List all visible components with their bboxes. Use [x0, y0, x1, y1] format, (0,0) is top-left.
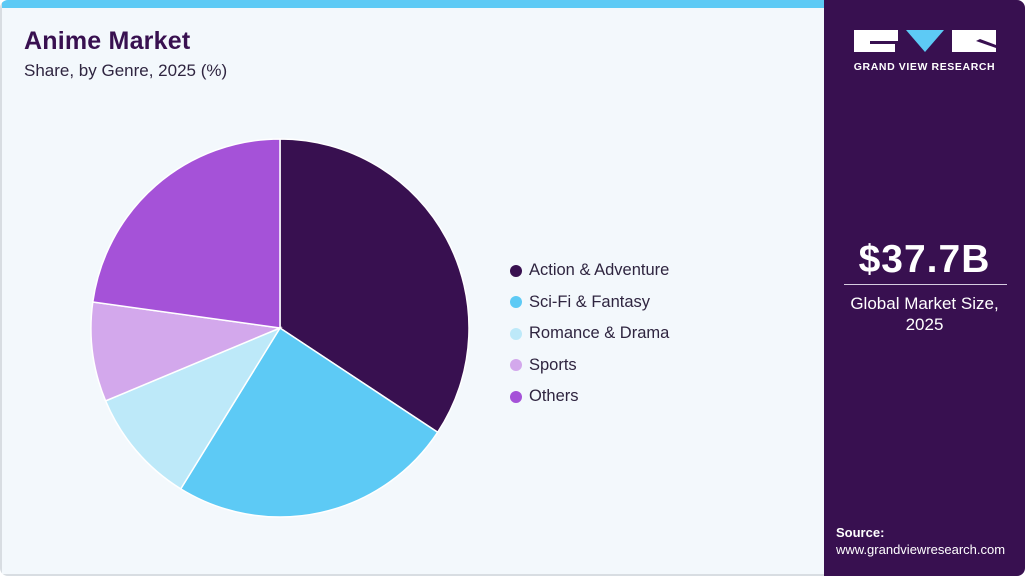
legend-item: Sci-Fi & Fantasy [510, 287, 669, 319]
legend-label: Others [529, 387, 579, 406]
market-size-value: $37.7B [858, 238, 991, 281]
divider [844, 284, 1007, 285]
chart-title: Anime Market [24, 27, 191, 55]
legend-item: Action & Adventure [510, 255, 669, 287]
source-link[interactable]: www.grandviewresearch.com [836, 542, 1006, 557]
market-size-label: Global Market Size, 2025 [824, 293, 1025, 335]
pie-slice-sports [90, 301, 283, 402]
pie-slice-others [91, 138, 281, 329]
market-size-label-line1: Global Market Size, [850, 294, 999, 313]
pie-slice-romance-drama [104, 326, 282, 490]
legend-dot-icon [510, 390, 522, 403]
pie-slice-sci-fi-fantasy [179, 326, 439, 518]
legend-label: Action & Adventure [529, 261, 670, 280]
chart-subtitle: Share, by Genre, 2025 (%) [24, 61, 228, 80]
pie-chart [90, 138, 470, 518]
legend-dot-icon [510, 296, 522, 309]
legend-label: Sports [529, 355, 577, 374]
source-title: Source: [836, 525, 885, 540]
legend-item: Others [510, 381, 669, 413]
legend-dot-icon [510, 264, 522, 277]
legend-dot-icon [510, 359, 522, 372]
legend-label: Sci-Fi & Fantasy [529, 292, 651, 311]
legend: Action & Adventure Sci-Fi & Fantasy Romanc… [510, 255, 669, 413]
market-size-label-line2: 2025 [905, 315, 944, 334]
legend-item: Sports [510, 350, 669, 382]
gvr-logo-icon [854, 30, 996, 52]
accent-bar [2, 0, 826, 8]
legend-dot-icon [510, 327, 522, 340]
legend-item: Romance & Drama [510, 318, 669, 350]
info-sidebar: GRAND VIEW RESEARCH $37.7B Global Market… [824, 0, 1025, 576]
chart-panel: Anime Market Share, by Genre, 2025 (%) A… [0, 0, 826, 576]
brand-name: GRAND VIEW RESEARCH [853, 61, 996, 73]
legend-label: Romance & Drama [529, 324, 670, 343]
